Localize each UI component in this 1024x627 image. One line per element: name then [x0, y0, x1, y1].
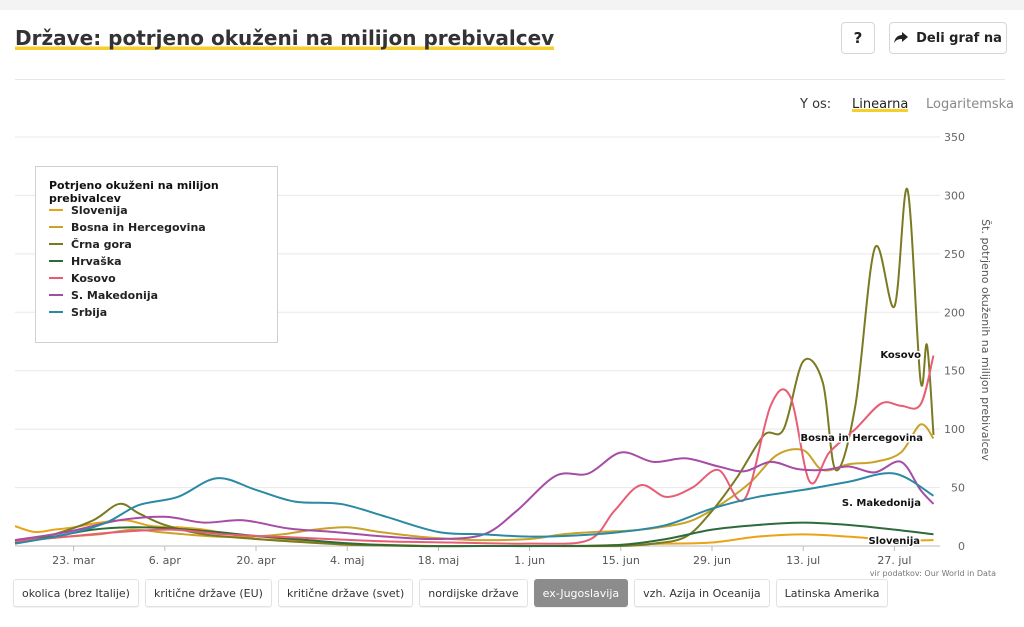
country-group-tabs: okolica (brez Italije) kritične države (E…	[13, 579, 889, 607]
x-tick-label: 27. jul	[877, 554, 911, 567]
legend-label: Slovenija	[71, 203, 128, 217]
legend-swatch	[49, 209, 63, 211]
y-tick-label: 350	[944, 131, 965, 144]
legend-label: Hrvaška	[71, 254, 122, 268]
tab-ex-jugoslavija[interactable]: ex-Jugoslavija	[533, 579, 629, 607]
x-tick-label: 29. jun	[693, 554, 731, 567]
end-label: Bosna in Hercegovina	[801, 433, 923, 444]
top-bar	[0, 0, 1024, 10]
legend-swatch	[49, 226, 63, 228]
legend-title: Potrjeno okuženi na milijon prebivalcev	[49, 179, 219, 205]
legend-label: Bosna in Hercegovina	[71, 220, 206, 234]
header-divider	[15, 79, 1005, 80]
legend-label: S. Makedonija	[71, 288, 159, 302]
legend-swatch	[49, 277, 63, 279]
tab-okolica-brez-italije[interactable]: okolica (brez Italije)	[13, 579, 139, 607]
legend-item: Hrvaška	[49, 254, 122, 268]
legend-label: Kosovo	[71, 271, 116, 285]
legend-item: Srbija	[49, 305, 107, 319]
legend-item: Črna gora	[49, 237, 132, 251]
y-tick-label: 150	[944, 365, 965, 378]
x-tick-label: 18. maj	[418, 554, 460, 567]
page-title: Države: potrjeno okuženi na milijon preb…	[15, 26, 555, 52]
y-tick-label: 250	[944, 248, 965, 261]
series-line-kosovo	[14, 355, 935, 545]
y-tick-label: 200	[944, 306, 965, 319]
legend-swatch	[49, 311, 63, 313]
tab-kriti-ne-dr-ave-svet[interactable]: kritične države (svet)	[277, 579, 414, 607]
help-button[interactable]: ?	[841, 22, 875, 54]
share-button-label: Deli graf na	[916, 30, 1002, 46]
legend-item: S. Makedonija	[49, 288, 158, 302]
x-tick-label: 1. jun	[514, 554, 545, 567]
legend-label: Srbija	[71, 305, 108, 319]
y-axis-title: Št. potrjeno okuženih na milijon prebiva…	[979, 219, 992, 461]
legend-label: Črna gora	[71, 237, 132, 251]
tab-latinska-amerika[interactable]: Latinska Amerika	[775, 579, 889, 607]
tab-kriti-ne-dr-ave-eu[interactable]: kritične države (EU)	[144, 579, 272, 607]
series-line-s-makedonija	[14, 451, 935, 542]
legend-swatch	[49, 260, 63, 262]
y-axis-scale-label: Y os:	[800, 97, 832, 112]
source-note: vir podatkov: Our World in Data	[870, 569, 996, 578]
legend-item: Kosovo	[49, 271, 116, 285]
x-tick-label: 20. apr	[236, 554, 276, 567]
series-line-srbija	[14, 472, 935, 545]
y-tick-label: 300	[944, 189, 965, 202]
share-button[interactable]: Deli graf na	[889, 22, 1007, 54]
x-tick-label: 13. jul	[786, 554, 820, 567]
linear-scale-button[interactable]: Linearna	[852, 97, 909, 112]
legend-item: Bosna in Hercegovina	[49, 220, 206, 234]
y-tick-label: 50	[951, 482, 965, 495]
legend-item: Slovenija	[49, 203, 128, 217]
legend-swatch	[49, 294, 63, 296]
chart-legend: Potrjeno okuženi na milijon prebivalcev …	[35, 166, 278, 343]
x-tick-label: 23. mar	[52, 554, 95, 567]
series-line-hrva-ka	[14, 521, 934, 548]
tab-vzh-azija-in-oceanija[interactable]: vzh. Azija in Oceanija	[634, 579, 770, 607]
x-tick-label: 4. maj	[330, 554, 365, 567]
end-label: S. Makedonija	[842, 498, 921, 509]
legend-swatch	[49, 243, 63, 245]
end-label: Slovenija	[868, 536, 920, 547]
y-tick-label: 100	[944, 423, 965, 436]
share-arrow-icon	[894, 32, 909, 43]
tab-nordijske-dr-ave[interactable]: nordijske države	[419, 579, 528, 607]
end-label: Kosovo	[880, 350, 921, 361]
y-tick-label: 0	[958, 540, 965, 553]
x-tick-label: 15. jun	[602, 554, 640, 567]
x-tick-label: 6. apr	[149, 554, 182, 567]
log-scale-button[interactable]: Logaritemska	[926, 97, 1014, 112]
